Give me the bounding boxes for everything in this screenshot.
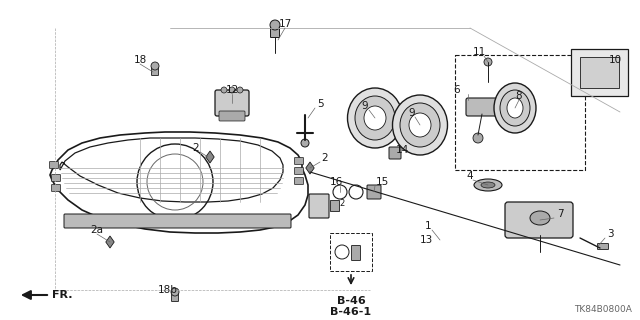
FancyBboxPatch shape xyxy=(294,178,303,185)
Polygon shape xyxy=(106,236,114,248)
Text: 8: 8 xyxy=(516,91,522,101)
Text: 6: 6 xyxy=(454,85,460,95)
FancyBboxPatch shape xyxy=(389,147,401,159)
Text: 7: 7 xyxy=(557,209,563,219)
FancyBboxPatch shape xyxy=(215,90,249,116)
Text: 9: 9 xyxy=(409,108,415,118)
FancyBboxPatch shape xyxy=(152,67,159,76)
Text: 11: 11 xyxy=(472,47,486,57)
Text: 5: 5 xyxy=(317,99,323,109)
FancyBboxPatch shape xyxy=(367,185,381,199)
FancyBboxPatch shape xyxy=(64,214,291,228)
Text: B-46-1: B-46-1 xyxy=(330,307,372,317)
Text: 18b: 18b xyxy=(158,285,178,295)
Ellipse shape xyxy=(400,103,440,147)
Text: B-46: B-46 xyxy=(337,296,365,306)
Ellipse shape xyxy=(507,98,523,118)
Text: 3: 3 xyxy=(607,229,613,239)
Text: 14: 14 xyxy=(396,145,408,155)
FancyBboxPatch shape xyxy=(49,162,58,169)
Ellipse shape xyxy=(364,106,386,130)
FancyBboxPatch shape xyxy=(294,157,303,164)
FancyBboxPatch shape xyxy=(466,98,498,116)
Polygon shape xyxy=(306,162,314,174)
Text: 4: 4 xyxy=(467,171,474,181)
Circle shape xyxy=(229,87,235,93)
Circle shape xyxy=(484,58,492,66)
FancyBboxPatch shape xyxy=(219,111,245,121)
Text: 17: 17 xyxy=(278,19,292,29)
Ellipse shape xyxy=(348,88,403,148)
Text: TK84B0800A: TK84B0800A xyxy=(574,305,632,314)
FancyBboxPatch shape xyxy=(51,174,61,181)
Text: 2a: 2a xyxy=(90,225,104,235)
Circle shape xyxy=(301,139,309,147)
Text: 15: 15 xyxy=(376,177,388,187)
Text: 2: 2 xyxy=(193,143,199,153)
Circle shape xyxy=(151,62,159,70)
FancyBboxPatch shape xyxy=(571,49,628,96)
Text: 2: 2 xyxy=(322,153,328,163)
Ellipse shape xyxy=(474,179,502,191)
FancyBboxPatch shape xyxy=(579,57,618,87)
Circle shape xyxy=(171,288,179,296)
FancyBboxPatch shape xyxy=(294,167,303,174)
Ellipse shape xyxy=(530,211,550,225)
Ellipse shape xyxy=(494,83,536,133)
Text: 13: 13 xyxy=(419,235,433,245)
FancyBboxPatch shape xyxy=(172,292,179,301)
Circle shape xyxy=(473,133,483,143)
FancyBboxPatch shape xyxy=(309,194,329,218)
Text: 1: 1 xyxy=(425,221,431,231)
Text: 18: 18 xyxy=(133,55,147,65)
Text: 9: 9 xyxy=(362,101,368,111)
FancyBboxPatch shape xyxy=(271,27,280,37)
Ellipse shape xyxy=(392,95,447,155)
FancyBboxPatch shape xyxy=(51,185,61,191)
FancyBboxPatch shape xyxy=(330,199,339,211)
Text: FR.: FR. xyxy=(52,290,72,300)
Polygon shape xyxy=(206,151,214,163)
Ellipse shape xyxy=(355,96,395,140)
Circle shape xyxy=(270,20,280,30)
Ellipse shape xyxy=(500,90,530,126)
Text: 10: 10 xyxy=(609,55,621,65)
Ellipse shape xyxy=(481,182,495,188)
FancyBboxPatch shape xyxy=(598,244,609,250)
Ellipse shape xyxy=(409,113,431,137)
Text: 12: 12 xyxy=(225,85,239,95)
Text: 16: 16 xyxy=(330,177,342,187)
FancyBboxPatch shape xyxy=(505,202,573,238)
Circle shape xyxy=(221,87,227,93)
Circle shape xyxy=(237,87,243,93)
FancyBboxPatch shape xyxy=(351,245,360,260)
Text: 2: 2 xyxy=(339,199,344,209)
